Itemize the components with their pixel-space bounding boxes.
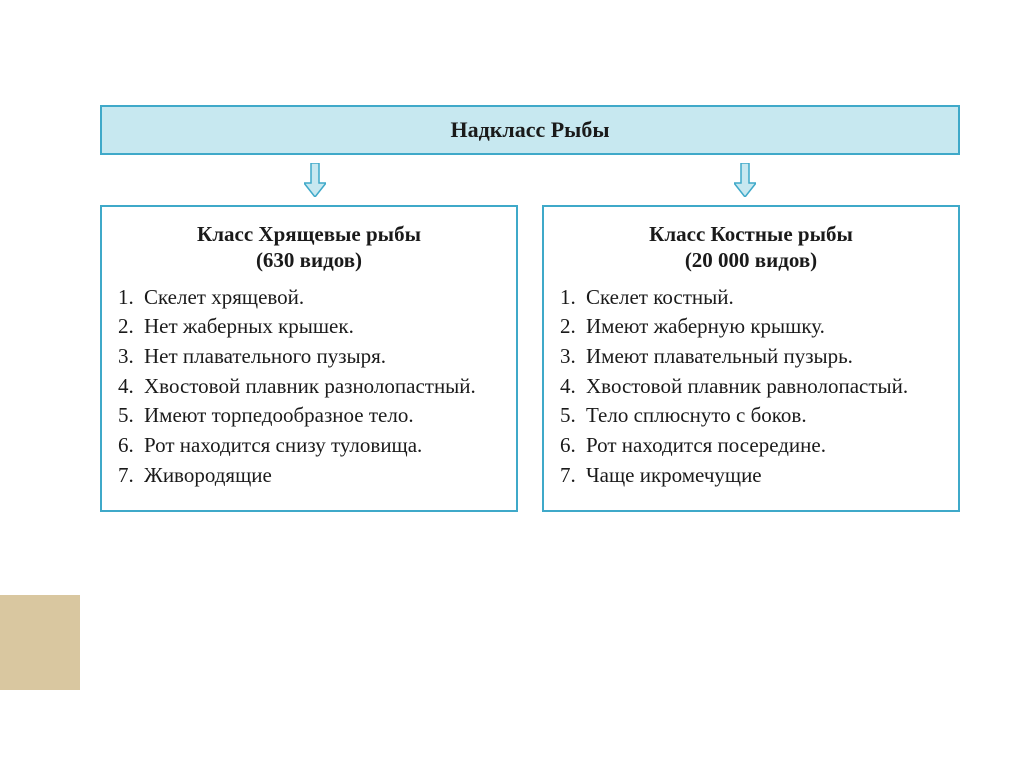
list-item: 2. Нет жаберных крышек. — [118, 313, 500, 341]
list-item: 5. Тело сплюснуто с боков. — [560, 402, 942, 430]
list-item: 4. Хвостовой плавник разнолопастный. — [118, 373, 500, 401]
header-box: Надкласс Рыбы — [100, 105, 960, 155]
item-text: Имеют плавательный пузырь. — [586, 343, 942, 371]
list-item: 1. Скелет хрящевой. — [118, 284, 500, 312]
list-item: 7. Живородящие — [118, 462, 500, 490]
item-text: Живородящие — [144, 462, 500, 490]
item-text: Нет жаберных крышек. — [144, 313, 500, 341]
item-number: 4. — [560, 373, 586, 401]
arrows-row — [100, 163, 960, 197]
item-number: 4. — [118, 373, 144, 401]
list-item: 5. Имеют торпедообразное тело. — [118, 402, 500, 430]
item-text: Скелет костный. — [586, 284, 942, 312]
arrow-left-wrap — [100, 163, 530, 197]
list-item: 2. Имеют жаберную крышку. — [560, 313, 942, 341]
left-title-line1: Класс Хрящевые рыбы — [197, 222, 421, 246]
item-text: Имеют торпедообразное тело. — [144, 402, 500, 430]
item-number: 6. — [118, 432, 144, 460]
item-number: 3. — [560, 343, 586, 371]
item-number: 5. — [118, 402, 144, 430]
list-item: 1. Скелет костный. — [560, 284, 942, 312]
item-number: 1. — [560, 284, 586, 312]
left-item-list: 1. Скелет хрящевой. 2. Нет жаберных крыш… — [118, 284, 500, 490]
item-text: Скелет хрящевой. — [144, 284, 500, 312]
list-item: 3. Нет плавательного пузыря. — [118, 343, 500, 371]
item-text: Имеют жаберную крышку. — [586, 313, 942, 341]
left-title-line2: (630 видов) — [256, 248, 362, 272]
decorative-side-bar — [0, 595, 80, 690]
header-title: Надкласс Рыбы — [102, 117, 958, 143]
right-title-line1: Класс Костные рыбы — [649, 222, 853, 246]
item-text: Чаще икромечущие — [586, 462, 942, 490]
item-text: Тело сплюснуто с боков. — [586, 402, 942, 430]
item-number: 5. — [560, 402, 586, 430]
list-item: 4. Хвостовой плавник равнолопастый. — [560, 373, 942, 401]
arrow-right-wrap — [530, 163, 960, 197]
item-number: 3. — [118, 343, 144, 371]
list-item: 7. Чаще икромечущие — [560, 462, 942, 490]
right-title-line2: (20 000 видов) — [685, 248, 817, 272]
item-text: Нет плавательного пузыря. — [144, 343, 500, 371]
columns-row: Класс Хрящевые рыбы (630 видов) 1. Скеле… — [100, 205, 960, 512]
item-number: 2. — [118, 313, 144, 341]
arrow-down-icon — [734, 163, 756, 197]
arrow-down-icon — [304, 163, 326, 197]
list-item: 6. Рот находится посередине. — [560, 432, 942, 460]
item-text: Хвостовой плавник равнолопастый. — [586, 373, 942, 401]
right-item-list: 1. Скелет костный. 2. Имеют жаберную кры… — [560, 284, 942, 490]
list-item: 3. Имеют плавательный пузырь. — [560, 343, 942, 371]
right-column-box: Класс Костные рыбы (20 000 видов) 1. Ске… — [542, 205, 960, 512]
diagram-container: Надкласс Рыбы Класс Хрящевые рыбы (630 в… — [100, 105, 960, 512]
list-item: 6. Рот находится снизу туловища. — [118, 432, 500, 460]
item-number: 2. — [560, 313, 586, 341]
left-column-title: Класс Хрящевые рыбы (630 видов) — [118, 221, 500, 274]
item-number: 7. — [560, 462, 586, 490]
item-text: Рот находится посередине. — [586, 432, 942, 460]
left-column-box: Класс Хрящевые рыбы (630 видов) 1. Скеле… — [100, 205, 518, 512]
item-text: Рот находится снизу туловища. — [144, 432, 500, 460]
item-text: Хвостовой плавник разнолопастный. — [144, 373, 500, 401]
item-number: 7. — [118, 462, 144, 490]
item-number: 6. — [560, 432, 586, 460]
item-number: 1. — [118, 284, 144, 312]
right-column-title: Класс Костные рыбы (20 000 видов) — [560, 221, 942, 274]
